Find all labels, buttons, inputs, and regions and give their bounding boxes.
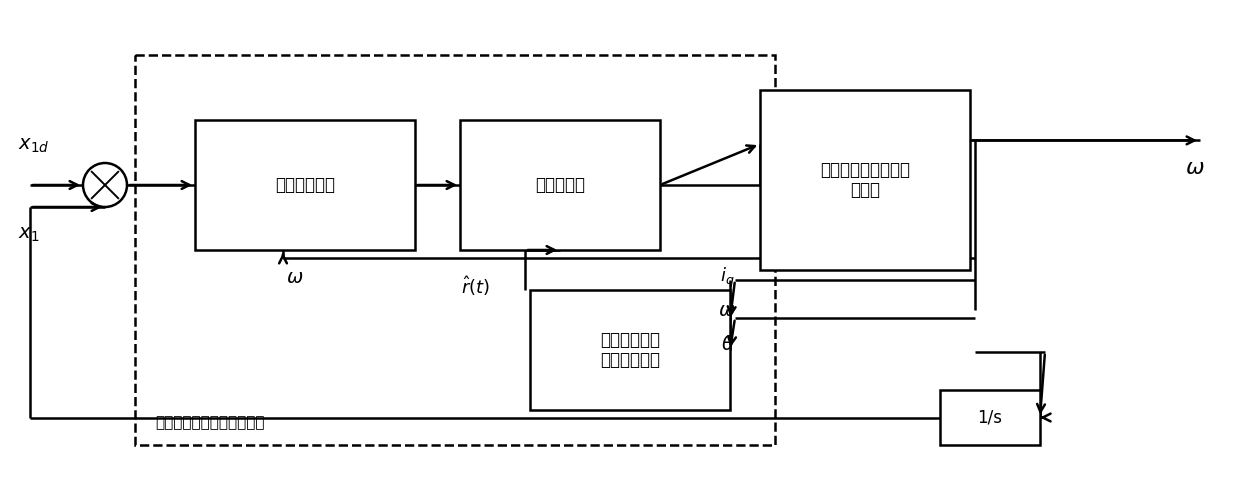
Bar xyxy=(530,290,730,410)
Text: 1/s: 1/s xyxy=(978,408,1002,427)
Text: $\omega$: $\omega$ xyxy=(717,301,735,320)
Text: $i_q$: $i_q$ xyxy=(720,266,735,290)
Text: $x_{1d}$: $x_{1d}$ xyxy=(19,136,50,155)
Bar xyxy=(940,390,1040,445)
Text: $\omega$: $\omega$ xyxy=(1186,158,1204,178)
Text: 超螺旋算法: 超螺旋算法 xyxy=(535,176,585,194)
Bar xyxy=(195,120,415,250)
Text: 终端滑模函数: 终端滑模函数 xyxy=(275,176,335,194)
Bar xyxy=(760,90,970,270)
Text: 自适应扩展滑
模扰动观测器: 自适应扩展滑 模扰动观测器 xyxy=(600,330,660,369)
Text: $\theta$: $\theta$ xyxy=(721,336,735,354)
Text: $x_1$: $x_1$ xyxy=(19,225,40,244)
Text: 永磁同步电机位置伺
服系统: 永磁同步电机位置伺 服系统 xyxy=(820,161,909,200)
Text: $\hat{r}(t)$: $\hat{r}(t)$ xyxy=(461,274,489,298)
Bar xyxy=(460,120,660,250)
Text: $\omega$: $\omega$ xyxy=(286,268,304,287)
Bar xyxy=(135,55,776,445)
Text: 混合二阶超螺旋滑模控制器: 混合二阶超螺旋滑模控制器 xyxy=(155,415,264,430)
